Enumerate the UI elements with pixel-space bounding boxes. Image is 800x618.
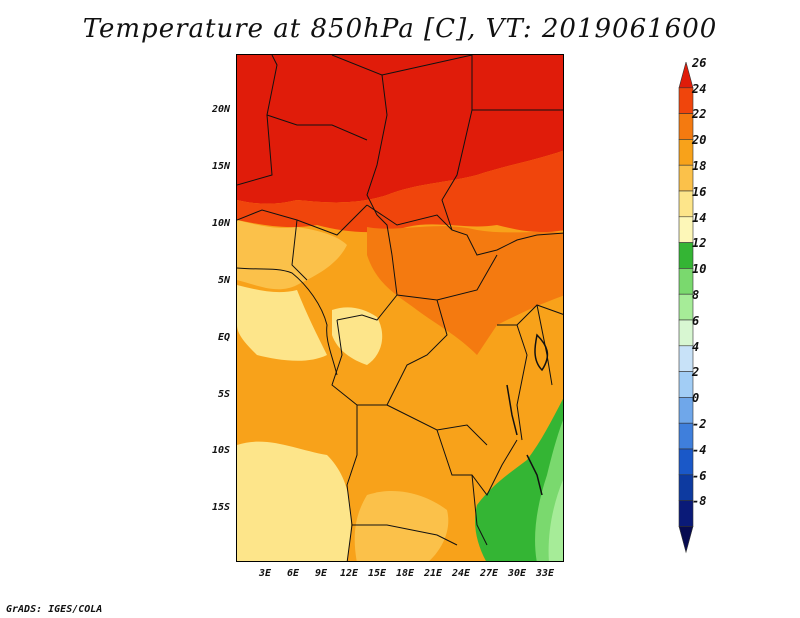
temperature-zone-pale-green [548,479,563,561]
lon-label-12e: 12E [339,568,359,579]
temperature-zone-cool-southwest [237,441,351,561]
colorbar-block [678,293,694,321]
lat-label-5s: 5S [217,389,230,400]
colorbar-block [678,526,694,554]
colorbar-block [678,139,694,166]
lon-label-9e: 9E [314,568,328,579]
lon-label-33e: 33E [535,568,555,579]
colorbar-block [678,87,694,114]
colorbar-block [678,397,694,424]
lon-label-18e: 18E [395,568,415,579]
coastline [237,267,338,376]
temperature-zone-cooler [237,220,347,290]
colorbar-label: 4 [692,339,700,354]
colorbar-label: 2 [692,365,700,380]
country-borders [237,55,563,561]
colorbar-block [678,113,694,140]
lat-label-10s: 10S [211,445,230,456]
lat-label-eq: EQ [217,332,230,343]
lon-label-30e: 30E [507,568,527,579]
colorbar-block [678,345,694,372]
colorbar-label: 8 [692,288,700,302]
colorbar-block [678,474,694,501]
lat-label-5n: 5N [217,275,230,286]
colorbar-block [678,319,694,347]
colorbar-label: 20 [692,133,707,148]
lat-label-15s: 15S [211,502,230,513]
lon-label-15e: 15E [367,568,387,579]
colorbar-label: -4 [692,442,707,457]
colorbar-label: 10 [692,262,707,277]
colorbar-block [678,62,694,89]
colorbar-label: 0 [692,391,700,406]
lon-label-21e: 21E [423,568,443,579]
temperature-map [236,54,564,562]
colorbar-label: 14 [692,210,707,225]
temperature-zone-cool-central [332,307,383,365]
colorbar-block [678,448,694,476]
colorbar-block [678,216,694,243]
lon-label-24e: 24E [451,568,471,579]
colorbar-label: 6 [692,313,700,328]
colorbar-label: 22 [692,107,707,122]
lat-label-15n: 15N [211,161,230,172]
temperature-zone-cool [237,285,327,361]
lat-label-10n: 10N [211,218,230,229]
colorbar-block [678,242,694,269]
temperature-zone-orange [367,226,563,355]
map-title: Temperature at 850hPa [C], VT: 201906160… [82,14,718,44]
lon-label-3e: 3E [258,568,272,579]
lon-label-6e: 6E [286,568,300,579]
colorbar-block [678,371,694,398]
colorbar-block [678,268,694,295]
colorbar-label: -6 [692,468,707,483]
colorbar-label: 12 [692,236,707,251]
temperature-zone-warm [237,150,563,233]
grads-credit: GrADS: IGES/COLA [6,604,103,615]
colorbar-label: 24 [692,81,707,96]
colorbar-label: 18 [692,159,707,173]
colorbar-label: 26 [692,55,707,70]
colorbar-block [678,164,694,192]
lon-label-27e: 27E [479,568,499,579]
colorbar-blocks [678,62,694,554]
lake-outlines [506,333,549,496]
temperature-zone-hot [237,55,563,204]
lat-label-20n: 20N [211,104,230,115]
colorbar-label: -2 [692,417,707,431]
colorbar-label: -8 [692,494,707,509]
temperature-colorbar [678,62,694,554]
colorbar-block [678,190,694,218]
colorbar-block [678,422,694,450]
colorbar-block [678,500,694,527]
colorbar-label: 16 [692,184,707,199]
temperature-zone-south [354,490,449,561]
